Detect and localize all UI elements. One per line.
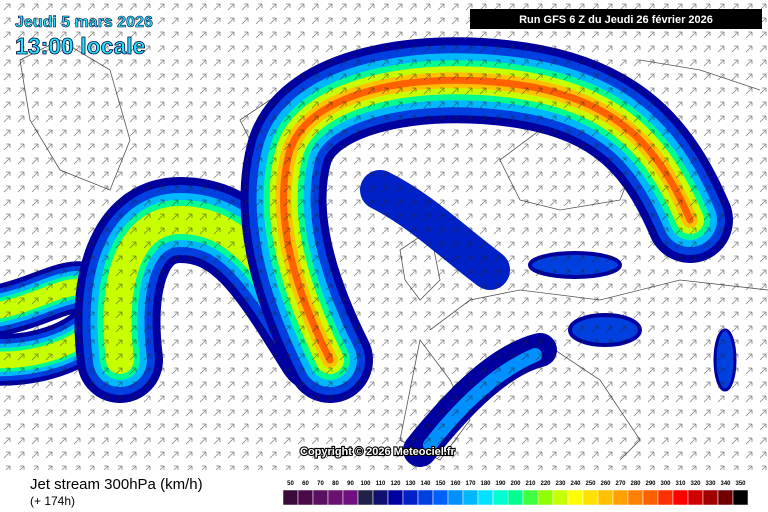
footer-lead: (+ 174h): [30, 494, 75, 508]
copyright: Copyright © 2026 Meteociel.fr: [300, 446, 456, 458]
scale-swatch: [732, 489, 749, 506]
run-box: [470, 9, 762, 29]
scale-label: 60: [302, 481, 309, 487]
scale-swatch: [387, 489, 404, 506]
scale-label: 280: [630, 481, 641, 487]
scale-label: 340: [720, 481, 731, 487]
color-scale: 50 60 70 80 90 100 110 120 130 140 150 160 170 180 190…: [282, 481, 749, 506]
scale-swatch: [552, 489, 569, 506]
scale-label: 150: [435, 481, 446, 487]
scale-swatch: [702, 489, 719, 506]
scale-swatch: [447, 489, 464, 506]
scale-label: 260: [600, 481, 611, 487]
date-label: Jeudi 5 mars 2026: [15, 14, 153, 31]
scale-swatch: [642, 489, 659, 506]
scale-swatch: [687, 489, 704, 506]
scale-swatch: [432, 489, 449, 506]
scale-swatch: [627, 489, 644, 506]
scale-label: 180: [480, 481, 491, 487]
scale-label: 290: [645, 481, 656, 487]
scale-swatch: [522, 489, 539, 506]
scale-label: 50: [287, 481, 294, 487]
scale-label: 140: [420, 481, 431, 487]
scale-swatch: [297, 489, 314, 506]
run-label: Run GFS 6 Z du Jeudi 26 février 2026: [519, 14, 713, 26]
scale-swatch: [282, 489, 299, 506]
scale-label: 330: [705, 481, 716, 487]
scale-swatch: [462, 489, 479, 506]
scale-swatch: [567, 489, 584, 506]
scale-swatch: [312, 489, 329, 506]
scale-swatch: [657, 489, 674, 506]
scale-label: 270: [615, 481, 626, 487]
scale-swatch: [402, 489, 419, 506]
scale-label: 70: [317, 481, 324, 487]
scale-label: 220: [540, 481, 551, 487]
scale-swatch: [507, 489, 524, 506]
footer-title: Jet stream 300hPa (km/h): [30, 476, 203, 493]
scale-label: 320: [690, 481, 701, 487]
scale-swatch: [612, 489, 629, 506]
scale-label: 210: [525, 481, 536, 487]
scale-label: 120: [390, 481, 401, 487]
scale-label: 300: [660, 481, 671, 487]
scale-label: 230: [555, 481, 566, 487]
scale-swatch: [492, 489, 509, 506]
scale-label: 310: [675, 481, 686, 487]
scale-swatch: [342, 489, 359, 506]
scale-label: 240: [570, 481, 581, 487]
scale-swatch: [537, 489, 554, 506]
scale-label: 190: [495, 481, 506, 487]
scale-swatch: [417, 489, 434, 506]
scale-label: 250: [585, 481, 596, 487]
scale-label: 160: [450, 481, 461, 487]
scale-swatch: [717, 489, 734, 506]
scale-swatch: [477, 489, 494, 506]
scale-label: 170: [465, 481, 476, 487]
scale-swatch: [582, 489, 599, 506]
scale-swatch: [372, 489, 389, 506]
scale-swatch: [672, 489, 689, 506]
wind-arrows: [0, 0, 768, 470]
scale-label: 80: [332, 481, 339, 487]
scale-label: 200: [510, 481, 521, 487]
scale-label: 100: [360, 481, 371, 487]
scale-swatch: [327, 489, 344, 506]
time-label: 13:00 locale: [15, 33, 145, 59]
scale-label: 350: [735, 481, 746, 487]
scale-label: 90: [347, 481, 354, 487]
scale-label: 110: [376, 481, 386, 487]
scale-swatch: [597, 489, 614, 506]
scale-label: 130: [405, 481, 416, 487]
scale-swatch: [357, 489, 374, 506]
